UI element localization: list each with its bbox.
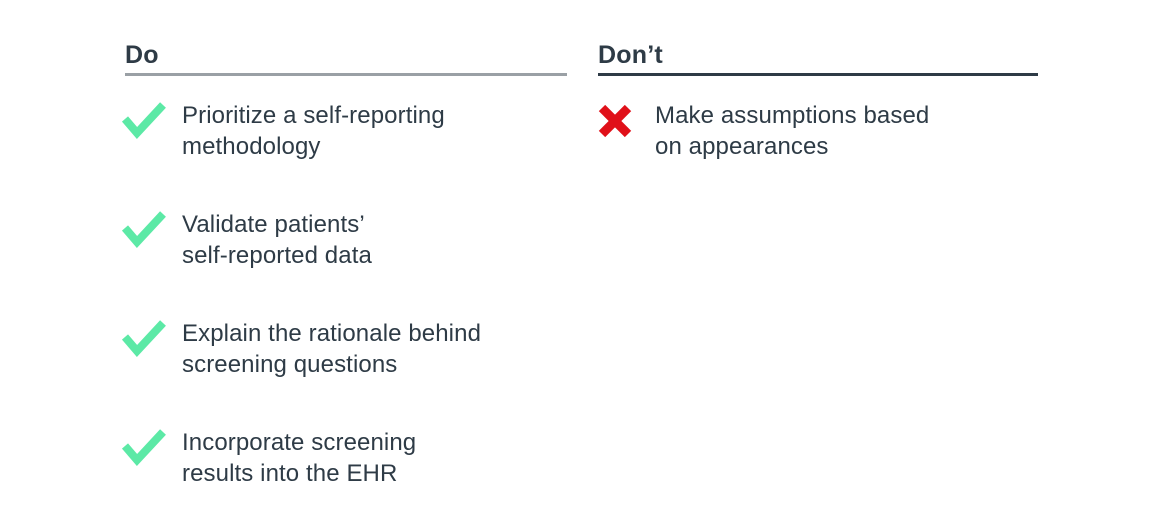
- x-icon: [598, 100, 655, 138]
- item-text-line: Validate patients’: [182, 211, 365, 238]
- dont-list: Make assumptions based on appearances: [598, 100, 1038, 162]
- do-list-item: Incorporate screening results into the E…: [121, 427, 567, 489]
- item-text-line: Make assumptions based: [655, 102, 930, 129]
- item-text-line: on appearances: [655, 133, 829, 160]
- do-column-title: Do: [125, 41, 159, 69]
- do-list-item: Prioritize a self-reporting methodology: [121, 100, 567, 162]
- do-item-text: Incorporate screening results into the E…: [182, 427, 416, 489]
- do-list-item: Validate patients’ self-reported data: [121, 209, 567, 271]
- do-list-item: Explain the rationale behind screening q…: [121, 318, 567, 380]
- do-item-text: Explain the rationale behind screening q…: [182, 318, 481, 380]
- do-list: Prioritize a self-reporting methodology …: [121, 100, 567, 489]
- dont-item-text: Make assumptions based on appearances: [655, 100, 929, 162]
- item-text-line: self-reported data: [182, 242, 372, 269]
- do-column-divider: [125, 73, 567, 76]
- item-text-line: results into the EHR: [182, 460, 398, 487]
- do-item-text: Validate patients’ self-reported data: [182, 209, 372, 271]
- dont-column: Don’t Make assumptions based on appearan…: [598, 43, 1038, 209]
- dont-column-title: Don’t: [598, 41, 663, 69]
- check-icon: [121, 100, 182, 139]
- dont-column-divider: [598, 73, 1038, 76]
- item-text-line: Prioritize a self-reporting: [182, 102, 445, 129]
- check-icon: [121, 318, 182, 357]
- item-text-line: methodology: [182, 133, 321, 160]
- item-text-line: screening questions: [182, 351, 398, 378]
- check-icon: [121, 209, 182, 248]
- do-column: Do Prioritize a self-reporting methodolo…: [121, 41, 567, 506]
- dont-list-item: Make assumptions based on appearances: [598, 100, 1038, 162]
- do-item-text: Prioritize a self-reporting methodology: [182, 100, 445, 162]
- item-text-line: Incorporate screening: [182, 429, 417, 456]
- check-icon: [121, 427, 182, 466]
- item-text-line: Explain the rationale behind: [182, 320, 482, 347]
